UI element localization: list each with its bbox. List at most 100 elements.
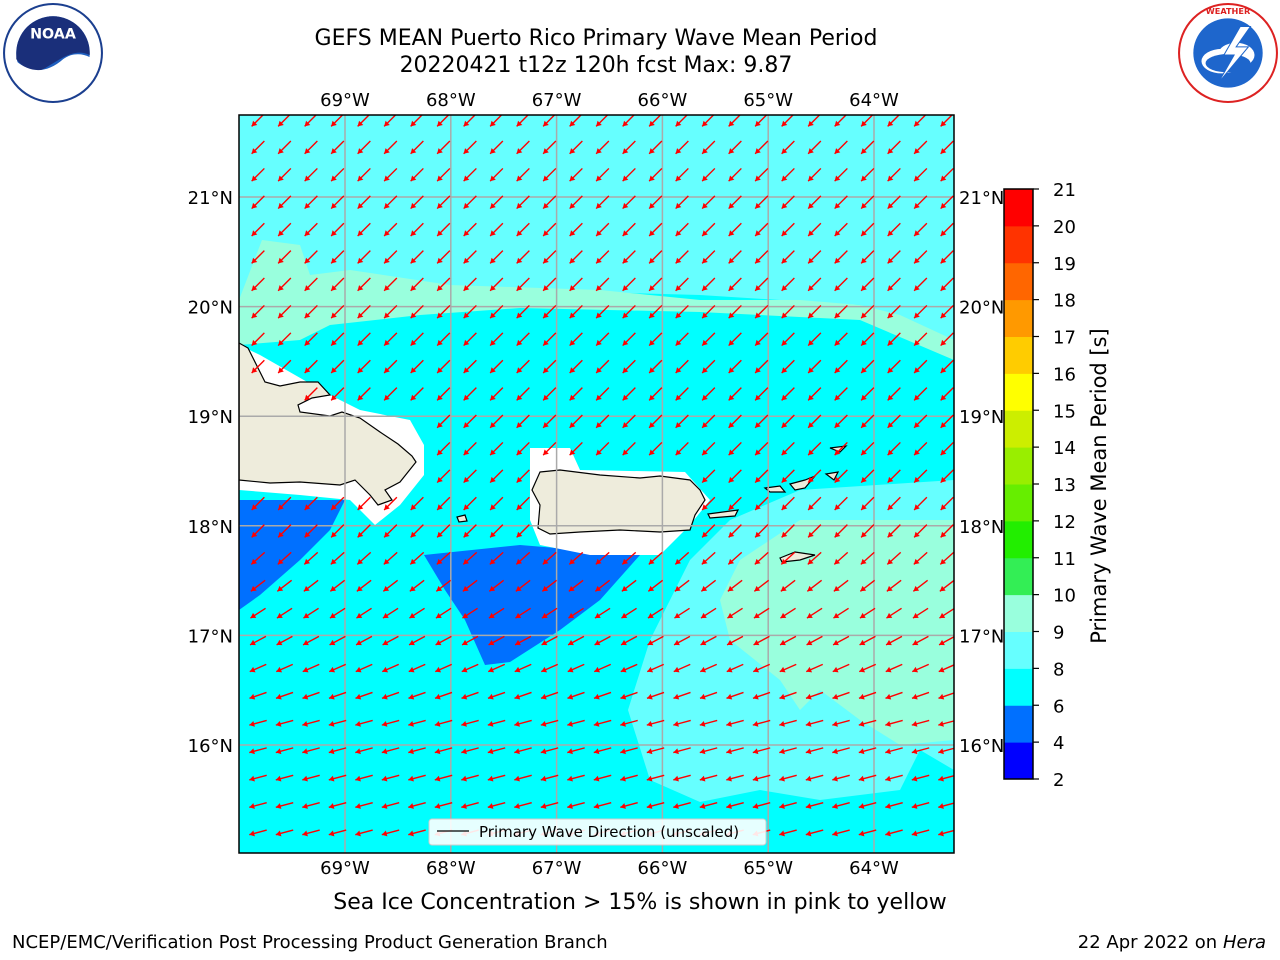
wave-arrow bbox=[542, 359, 557, 374]
wave-arrow bbox=[461, 635, 479, 646]
wave-arrow bbox=[304, 332, 318, 347]
wave-arrow bbox=[463, 387, 477, 401]
wave-arrow bbox=[277, 496, 292, 511]
wave-arrow bbox=[675, 387, 689, 401]
wave-arrow bbox=[675, 167, 689, 182]
wave-arrow bbox=[860, 414, 875, 429]
wave-arrow bbox=[859, 579, 876, 592]
wave-arrow bbox=[541, 635, 558, 646]
wave-arrow bbox=[461, 691, 479, 700]
wave-arrow bbox=[434, 691, 453, 700]
wave-arrow bbox=[463, 524, 477, 538]
wave-arrow bbox=[516, 441, 530, 456]
wave-arrow bbox=[302, 663, 320, 673]
wave-arrow bbox=[726, 663, 744, 673]
wave-arrow bbox=[436, 304, 451, 319]
wave-arrow bbox=[487, 719, 506, 727]
wave-arrow bbox=[807, 250, 822, 264]
wave-arrow bbox=[754, 167, 769, 182]
wave-arrow bbox=[542, 250, 557, 264]
wave-arrow bbox=[357, 332, 371, 347]
wave-arrow bbox=[489, 332, 504, 347]
wave-arrow bbox=[805, 719, 824, 727]
wave-direction-arrows bbox=[249, 115, 954, 863]
wave-arrow bbox=[940, 222, 954, 237]
wave-arrow bbox=[728, 359, 742, 374]
wave-arrow bbox=[781, 140, 795, 155]
wave-arrow bbox=[250, 607, 266, 619]
wave-arrow bbox=[834, 469, 848, 484]
wave-arrow bbox=[833, 607, 849, 619]
wave-arrow bbox=[516, 414, 530, 429]
wave-arrow bbox=[781, 441, 795, 456]
colorbar-segment bbox=[1004, 742, 1033, 780]
wave-arrow bbox=[436, 195, 451, 210]
wave-arrow bbox=[593, 747, 612, 755]
wave-arrow bbox=[885, 829, 903, 837]
wave-arrow bbox=[487, 801, 506, 809]
wave-arrow bbox=[330, 222, 345, 237]
wave-arrow bbox=[859, 607, 876, 619]
lat-label-right: 18°N bbox=[959, 517, 1004, 538]
wave-arrow bbox=[913, 441, 928, 456]
wave-arrow bbox=[569, 140, 583, 155]
wave-arrow bbox=[409, 579, 425, 592]
wave-arrow bbox=[700, 857, 717, 863]
wave-arrow bbox=[489, 140, 504, 155]
wave-arrow bbox=[939, 551, 954, 565]
wave-arrow bbox=[752, 719, 771, 727]
wave-arrow bbox=[594, 607, 611, 619]
colorbar-tick-label: 4 bbox=[1053, 733, 1064, 754]
wave-arrow bbox=[357, 304, 371, 319]
wave-arrow bbox=[488, 857, 505, 863]
colorbar-segment bbox=[1004, 336, 1033, 374]
wave-arrow bbox=[463, 115, 476, 127]
wave-arrow bbox=[860, 140, 875, 155]
wave-arrow bbox=[648, 441, 663, 456]
wave-arrow bbox=[410, 496, 424, 511]
wave-arrow bbox=[409, 607, 425, 619]
wave-arrow bbox=[489, 469, 504, 484]
wave-arrow bbox=[620, 691, 638, 700]
wave-arrow bbox=[251, 115, 264, 127]
wave-arrow bbox=[356, 579, 372, 592]
wave-arrow bbox=[514, 635, 532, 646]
lon-label-bottom: 67°W bbox=[532, 858, 582, 879]
wave-arrow bbox=[646, 719, 665, 727]
colorbar-label: Primary Wave Mean Period [s] bbox=[1087, 328, 1111, 644]
wave-arrow bbox=[514, 747, 532, 755]
wave-arrow bbox=[834, 195, 848, 210]
wave-arrow bbox=[938, 664, 954, 673]
wave-arrow bbox=[542, 277, 557, 292]
wave-arrow bbox=[251, 140, 265, 155]
map-legend: Primary Wave Direction (unscaled) bbox=[428, 818, 767, 846]
wave-arrow bbox=[620, 774, 638, 782]
wave-arrow bbox=[701, 195, 716, 210]
colorbar-tick-label: 21 bbox=[1053, 180, 1076, 201]
wave-arrow bbox=[302, 857, 319, 863]
wave-arrow bbox=[357, 222, 371, 237]
wave-arrow bbox=[302, 635, 320, 646]
wave-arrow bbox=[885, 635, 903, 646]
wave-arrow bbox=[834, 140, 848, 155]
wave-arrow bbox=[595, 140, 610, 155]
wave-arrow bbox=[410, 304, 424, 319]
wave-arrow bbox=[593, 801, 612, 809]
wave-arrow bbox=[806, 607, 823, 619]
wave-arrow bbox=[330, 496, 345, 511]
wave-arrow bbox=[913, 359, 928, 374]
wave-arrow bbox=[330, 167, 345, 182]
wave-arrow bbox=[355, 829, 373, 837]
wave-arrow bbox=[488, 635, 505, 646]
colorbar-segment bbox=[1004, 631, 1033, 669]
wave-arrow bbox=[383, 387, 398, 401]
wave-arrow bbox=[675, 359, 689, 374]
wave-arrow bbox=[806, 579, 823, 592]
wave-arrow bbox=[330, 140, 345, 155]
land-mona bbox=[456, 514, 468, 523]
wave-arrow bbox=[595, 195, 610, 210]
wave-arrow bbox=[489, 115, 503, 127]
footer-date-text: 22 Apr 2022 on bbox=[1077, 932, 1218, 953]
wave-arrow bbox=[754, 496, 769, 511]
wave-arrow bbox=[356, 551, 372, 565]
